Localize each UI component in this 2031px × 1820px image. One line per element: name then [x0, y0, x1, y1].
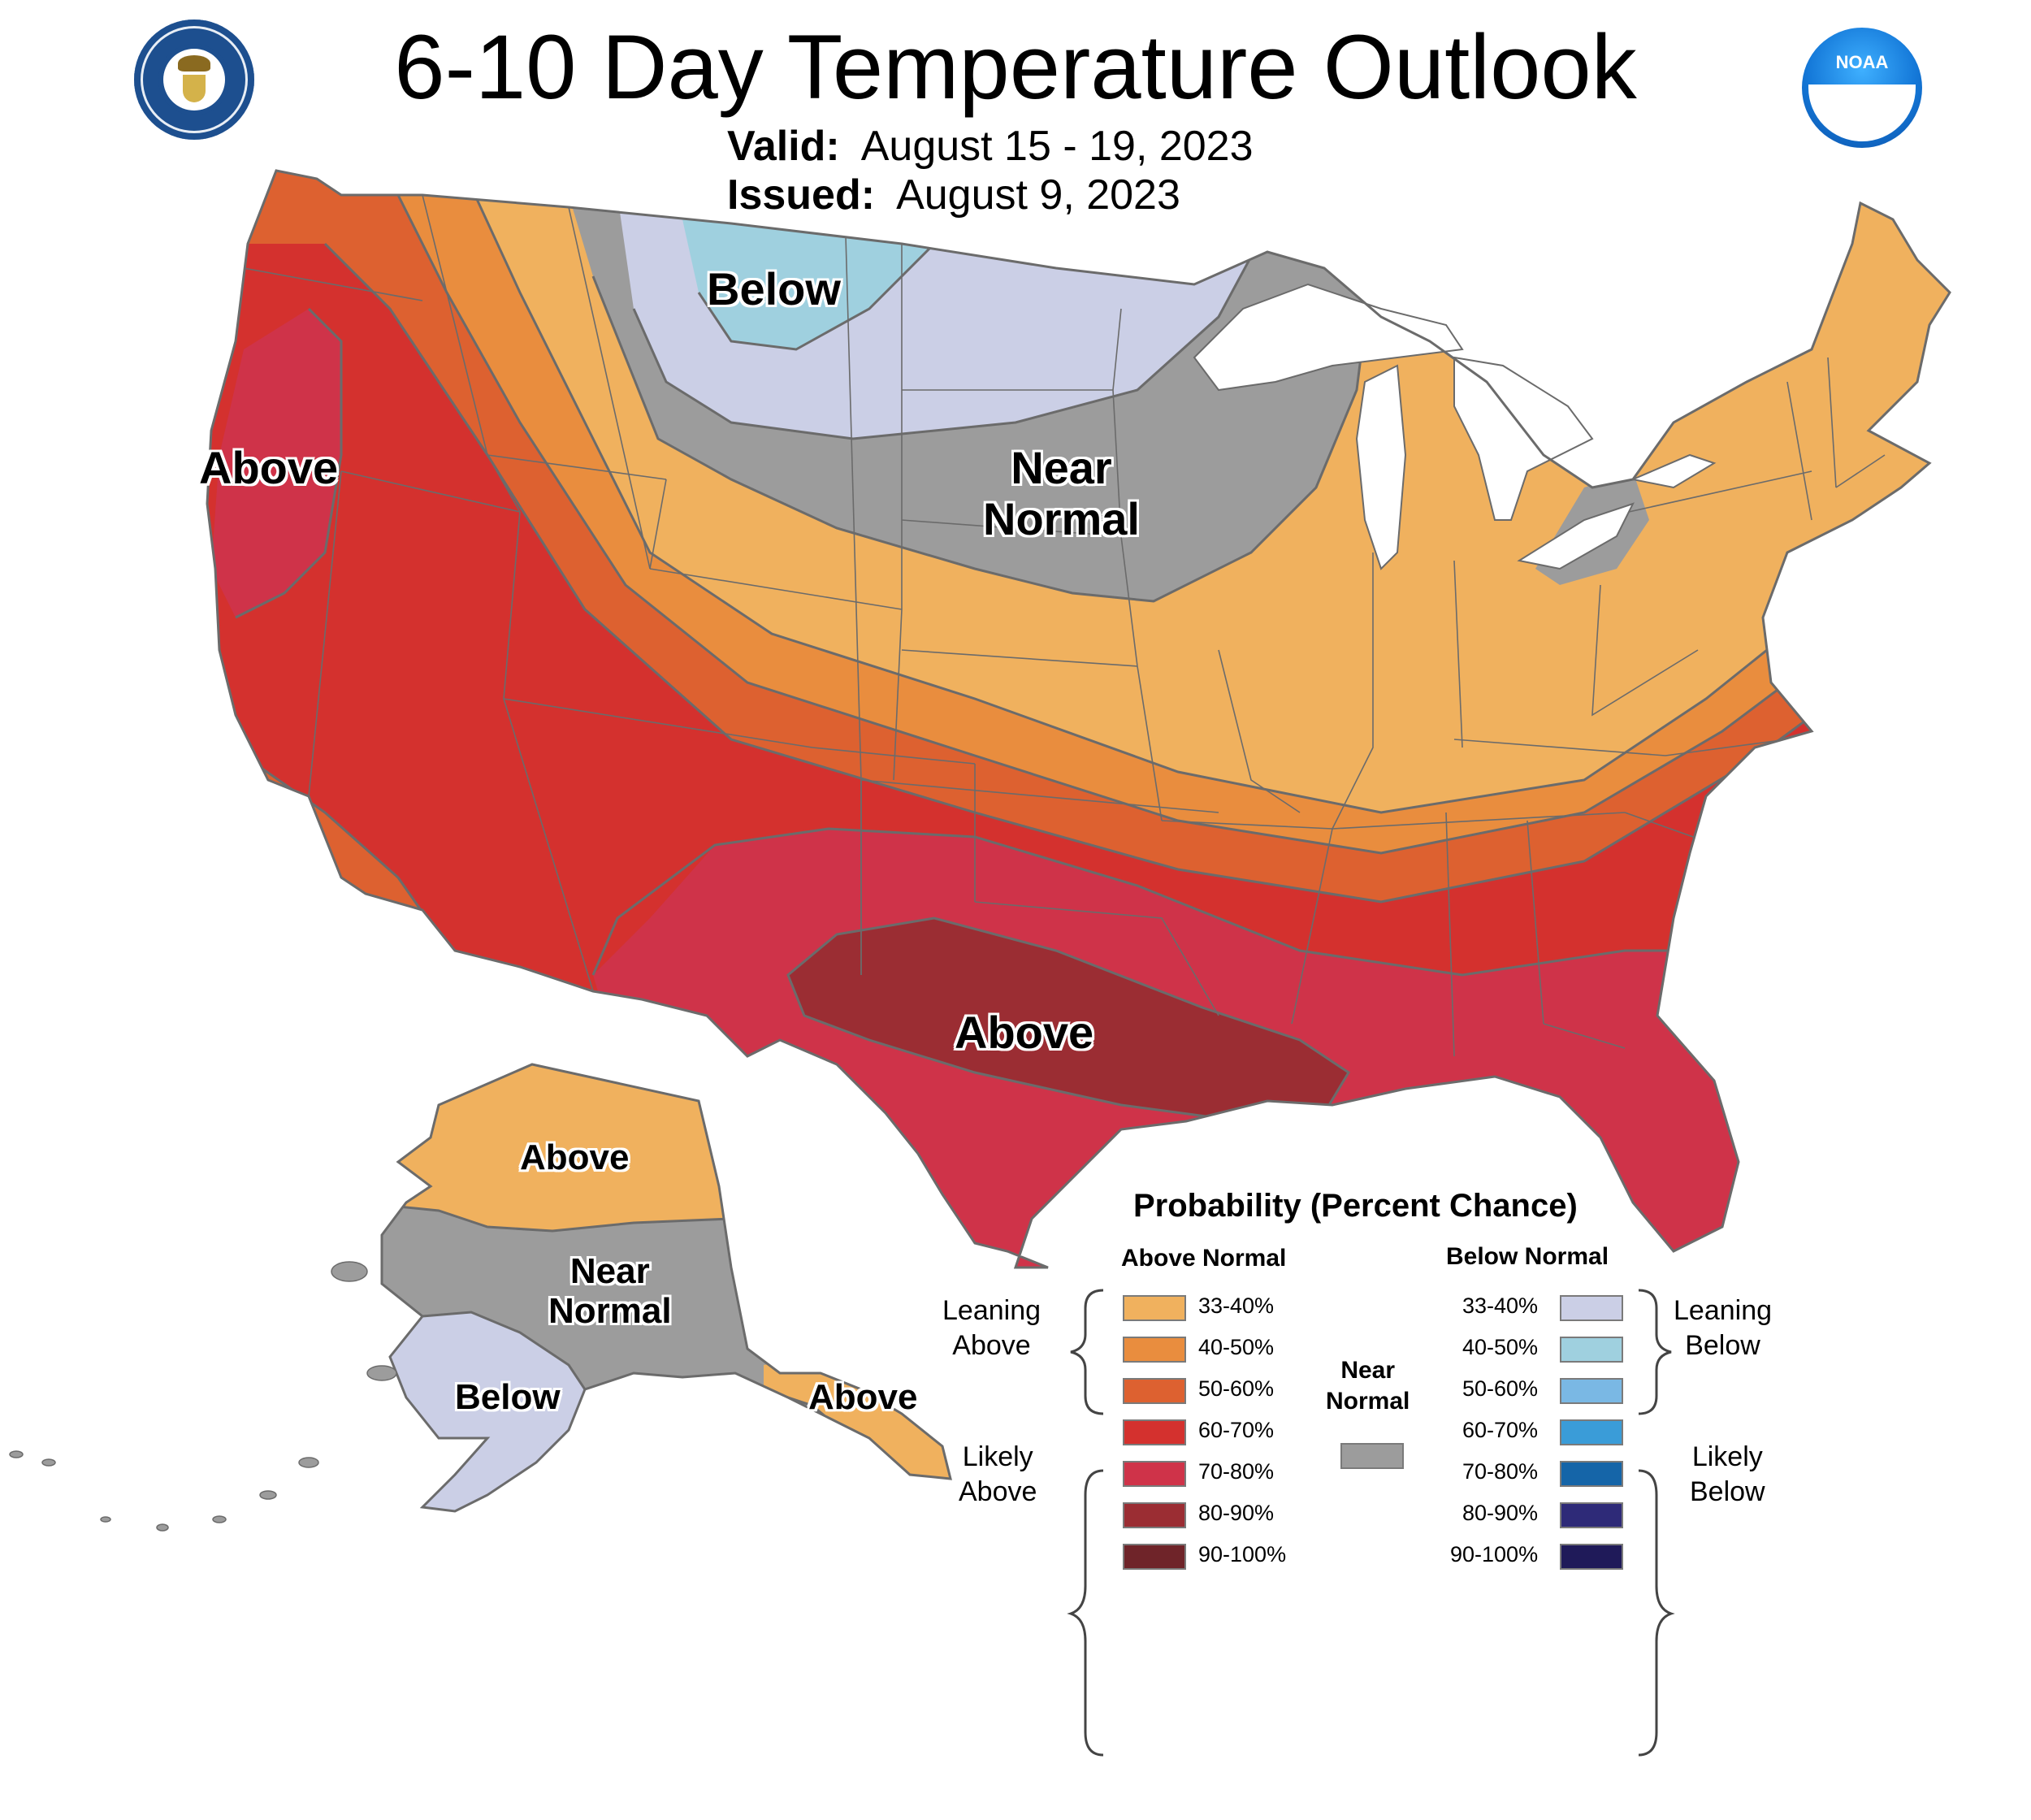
- lake-huron: [1453, 356, 1594, 521]
- likely-below-brace-icon: [1638, 1469, 1675, 1757]
- legend-below-swatch: [1560, 1502, 1623, 1528]
- legend-below-swatch: [1560, 1295, 1623, 1321]
- legend-below-braces: [1638, 1289, 1675, 1757]
- lake-michigan: [1355, 364, 1407, 570]
- legend-below-swatch: [1560, 1544, 1623, 1570]
- legend-above-header: Above Normal: [1121, 1245, 1287, 1272]
- legend-title: Probability (Percent Chance): [1133, 1188, 1578, 1224]
- legend-likely-above: Likely Above: [959, 1441, 1037, 1507]
- legend-leaning-below: Leaning Below: [1674, 1295, 1773, 1361]
- legend-below-range: 40-50%: [1462, 1335, 1539, 1359]
- valid-label: Valid:: [727, 123, 840, 170]
- commerce-seal-logo: [134, 20, 254, 140]
- legend-below-range: 33-40%: [1462, 1294, 1539, 1318]
- issued-label: Issued:: [727, 171, 876, 219]
- ak-panhandle-above: [764, 1357, 951, 1511]
- legend-below-range: 50-60%: [1462, 1376, 1539, 1401]
- zone-above-70-80-west: [211, 309, 341, 618]
- legend-above-swatch: [1123, 1544, 1186, 1570]
- legend-above-range: 70-80%: [1198, 1459, 1275, 1484]
- label-alaska-below: Below: [455, 1377, 561, 1417]
- legend-below-header: Below Normal: [1446, 1243, 1609, 1270]
- label-alaska-near-normal: Near Normal: [548, 1251, 672, 1332]
- legend-below-range: 70-80%: [1462, 1459, 1539, 1484]
- noaa-wave-icon: [1808, 84, 1916, 141]
- legend-leaning-above: Leaning Above: [942, 1295, 1041, 1361]
- legend-below-range: 90-100%: [1450, 1542, 1539, 1566]
- legend-below-swatch: [1560, 1378, 1623, 1404]
- valid-line: Valid: August 15 - 19, 2023: [727, 122, 1254, 171]
- legend-above-range: 50-60%: [1198, 1376, 1275, 1401]
- lake-superior: [1193, 283, 1464, 392]
- legend-above-swatch: [1123, 1378, 1186, 1404]
- conus-outline: [206, 169, 1951, 1269]
- leaning-below-brace-icon: [1638, 1289, 1672, 1415]
- issued-value: August 9, 2023: [896, 171, 1180, 219]
- legend-above-range: 33-40%: [1198, 1294, 1275, 1318]
- page-title: 6-10 Day Temperature Outlook: [394, 16, 1637, 118]
- ak-above-33-40: [382, 1064, 731, 1231]
- legend-above-swatch: [1123, 1502, 1186, 1528]
- great-lakes: [1193, 283, 1717, 570]
- legend-above-swatch: [1123, 1419, 1186, 1445]
- aleutian-islands: [9, 1261, 397, 1532]
- likely-above-brace-icon: [1067, 1469, 1104, 1757]
- outlook-map: [9, 169, 1951, 1532]
- legend-above-range: 60-70%: [1198, 1418, 1275, 1442]
- label-conus-above-south: Above: [955, 1007, 1094, 1058]
- legend-below-swatch: [1560, 1337, 1623, 1363]
- legend-below-swatch: [1560, 1419, 1623, 1445]
- lake-erie: [1517, 502, 1635, 570]
- label-alaska-above: Above: [520, 1138, 630, 1177]
- legend-above-braces: [1067, 1289, 1104, 1757]
- issued-line: Issued: August 9, 2023: [727, 171, 1180, 219]
- zone-below-40-50: [682, 219, 934, 349]
- shield-icon: [183, 75, 206, 102]
- noaa-logo-text: NOAA: [1835, 52, 1889, 72]
- label-conus-below: Below: [707, 263, 841, 314]
- legend-below-range: 80-90%: [1462, 1501, 1539, 1525]
- label-conus-above-west: Above: [199, 442, 339, 493]
- noaa-logo: NOAA: [1802, 28, 1922, 148]
- legend-above-range: 90-100%: [1198, 1542, 1287, 1566]
- conus-contours: [235, 171, 1950, 1123]
- legend-near-header: Near Normal: [1326, 1357, 1410, 1415]
- legend-near-normal-swatch: [1340, 1443, 1404, 1469]
- label-conus-near-normal: Near Normal: [983, 442, 1140, 544]
- label-alaska-panhandle-above: Above: [808, 1377, 918, 1417]
- seal-center: [163, 49, 225, 110]
- legend-below-swatch: [1560, 1461, 1623, 1487]
- legend-below-range: 60-70%: [1462, 1418, 1539, 1442]
- legend-above-swatch: [1123, 1461, 1186, 1487]
- legend-above-swatch: [1123, 1337, 1186, 1363]
- legend-above-swatch: [1123, 1295, 1186, 1321]
- legend-above-range: 80-90%: [1198, 1501, 1275, 1525]
- legend-likely-below: Likely Below: [1690, 1441, 1765, 1507]
- lake-ontario: [1630, 453, 1717, 489]
- alaska-outline: [380, 1063, 952, 1513]
- valid-value: August 15 - 19, 2023: [860, 123, 1254, 170]
- zone-above-80-90-south: [788, 918, 1349, 1121]
- legend-above-range: 40-50%: [1198, 1335, 1275, 1359]
- eagle-icon: [178, 55, 210, 72]
- leaning-above-brace-icon: [1070, 1289, 1104, 1415]
